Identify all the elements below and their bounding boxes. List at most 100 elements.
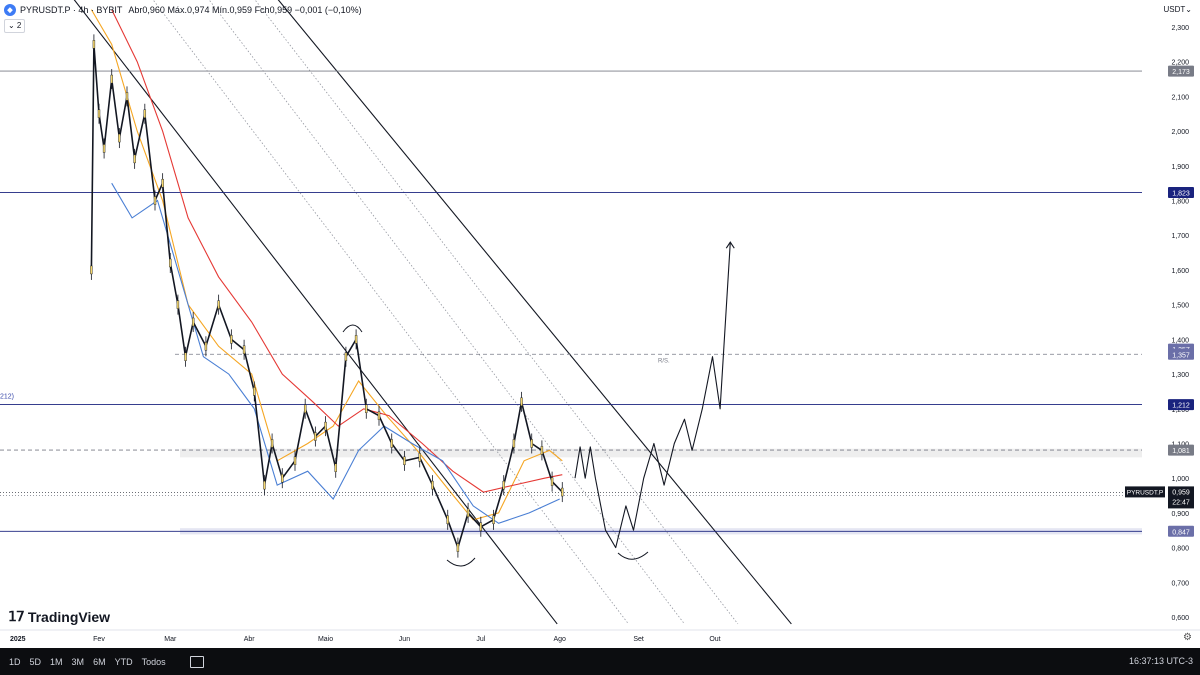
- candle-body: [270, 439, 274, 448]
- candle-body: [456, 543, 460, 552]
- level-label-rs: R/S.: [658, 358, 670, 364]
- symbol-header: ◆ PYRUSDT.P · 4h · BYBIT Abr0,960 Máx.0,…: [4, 3, 362, 17]
- projection-path: [574, 242, 731, 549]
- timeframe-3m[interactable]: 3M: [71, 656, 85, 667]
- price-change: −0,001 (−0,10%): [294, 5, 362, 15]
- candle-body: [102, 144, 106, 153]
- timeframe-1m[interactable]: 1M: [50, 656, 63, 667]
- tag-1212-bg: [1168, 399, 1194, 411]
- gear-icon[interactable]: ⚙: [1183, 632, 1192, 643]
- candle-body: [110, 74, 113, 84]
- y-tick-label: 1,300: [1171, 372, 1189, 379]
- ohlc-values: Abr0,960 Máx.0,974 Mín.0,959 Fch0,959 −0…: [128, 5, 362, 15]
- candle-body: [502, 480, 505, 490]
- candle-body: [90, 265, 93, 275]
- candle-body: [492, 515, 495, 525]
- timeframe-5d[interactable]: 5D: [29, 656, 42, 667]
- symbol-title[interactable]: PYRUSDT.P · 4h · BYBIT: [20, 5, 123, 15]
- candle-body: [512, 439, 516, 448]
- candle-body: [550, 477, 554, 486]
- candle-body: [204, 342, 208, 351]
- channel-line-5: [254, 0, 739, 625]
- candle-body: [431, 480, 434, 490]
- channel-line-2: [277, 0, 792, 625]
- x-month-label: Jun: [399, 636, 410, 643]
- candle-body: [344, 352, 348, 361]
- price-zone-1: [180, 448, 1142, 458]
- y-tick-label: 1,800: [1171, 199, 1189, 206]
- tag-1081-bg: [1168, 444, 1194, 456]
- candle-body: [143, 109, 147, 118]
- tag-2173: 2,173: [1172, 69, 1190, 76]
- candle-body: [230, 335, 233, 344]
- candle-body: [390, 439, 393, 448]
- y-tick-label: 2,300: [1171, 25, 1189, 32]
- x-month-label: Abr: [244, 636, 256, 643]
- candle-body: [354, 335, 358, 344]
- candle-body: [324, 421, 327, 431]
- y-tick-label: 1,900: [1171, 164, 1189, 171]
- clock-readout: 16:37:13 UTC-3: [1128, 656, 1193, 666]
- y-tick-label: 1,600: [1171, 268, 1189, 275]
- currency-selector[interactable]: USDT⌄: [1163, 5, 1192, 14]
- candle-body: [314, 432, 317, 441]
- tag-0847: 0,847: [1172, 529, 1190, 536]
- indicators-toggle-button[interactable]: ⌄ 2: [4, 19, 26, 33]
- candle-countdown: 22:47: [1172, 499, 1190, 506]
- candle-body: [466, 508, 470, 518]
- bottom-toolbar: 1D 5D 1M 3M 6M YTD Todos 16:37:13 UTC-3: [0, 648, 1200, 675]
- y-tick-label: 0,600: [1171, 615, 1189, 622]
- candle-body: [303, 404, 307, 413]
- candle-body: [446, 515, 449, 525]
- candle-body: [217, 300, 220, 309]
- exchange-logo-icon: ◆: [4, 4, 16, 16]
- calendar-icon[interactable]: [189, 655, 204, 668]
- candle-body: [253, 387, 256, 396]
- candle-body: [561, 487, 564, 497]
- y-tick-label: 2,000: [1171, 129, 1189, 136]
- candle-body: [334, 463, 337, 472]
- x-month-label: Mar: [164, 636, 177, 643]
- last-price-symbol: PYRUSDT.P: [1127, 489, 1163, 496]
- timeframe-ytd[interactable]: YTD: [114, 656, 133, 667]
- candle-body: [92, 40, 96, 49]
- tag-1357-bg: [1168, 348, 1194, 360]
- moving-average-2: [111, 9, 563, 493]
- candle-body: [377, 411, 381, 420]
- timeframe-6m[interactable]: 6M: [93, 656, 106, 667]
- price-chart[interactable]: SupplyLiq.R/S.212)2,3002,2002,1002,0001,…: [0, 0, 1200, 648]
- channel-line-3: [152, 0, 629, 625]
- y-tick-label: 1,200: [1171, 407, 1189, 414]
- candle-body: [365, 404, 368, 413]
- y-tick-label: 1,000: [1171, 476, 1189, 483]
- tag-1212: 1,212: [1172, 403, 1190, 410]
- candle-body: [176, 300, 180, 309]
- candle-body: [133, 154, 136, 164]
- y-tick-label: 1,700: [1171, 233, 1189, 240]
- last-price-tag-bg: [1168, 486, 1194, 509]
- candle-body: [118, 133, 121, 143]
- y-tick-label: 2,100: [1171, 94, 1189, 101]
- candle-body: [418, 453, 421, 462]
- y-tick-label: 1,400: [1171, 337, 1189, 344]
- y-tick-label: 0,700: [1171, 580, 1189, 587]
- timeframe-1d[interactable]: 1D: [9, 656, 21, 667]
- price-axis[interactable]: [1142, 0, 1200, 648]
- tradingview-mark-icon: 𝟣𝟩: [8, 608, 25, 624]
- x-year-label: 2025: [10, 636, 26, 643]
- timeframe-todos[interactable]: Todos: [141, 656, 166, 667]
- candle-body: [530, 439, 533, 448]
- channel-line-4: [208, 0, 685, 625]
- candle-body: [97, 109, 101, 118]
- candle-body: [169, 258, 172, 268]
- moving-average-1: [90, 9, 563, 521]
- x-month-label: Set: [633, 636, 644, 643]
- tag-1357: 1,357: [1172, 352, 1190, 359]
- low-curve-arrow-1: [446, 557, 476, 567]
- candle-body: [540, 446, 544, 455]
- candle-body: [161, 178, 164, 188]
- price-series-line: [90, 43, 563, 549]
- tag-1823-bg: [1168, 187, 1194, 199]
- last-price-symbol-bg: [1125, 486, 1165, 498]
- timeframe-buttons: 1D 5D 1M 3M 6M YTD Todos: [9, 657, 166, 667]
